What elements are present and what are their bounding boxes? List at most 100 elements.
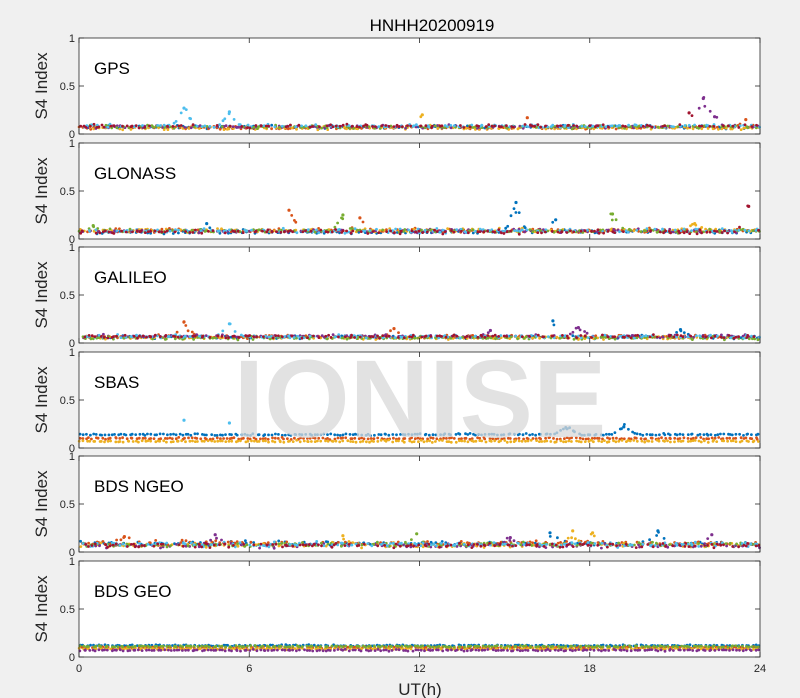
data-point <box>125 124 129 128</box>
data-point <box>349 440 352 443</box>
data-point <box>255 335 258 339</box>
data-point <box>171 125 175 128</box>
data-point <box>668 543 671 546</box>
data-point <box>283 230 286 234</box>
data-point <box>567 543 570 546</box>
peak-point <box>514 200 518 205</box>
data-point <box>187 127 191 130</box>
data-point <box>300 433 304 437</box>
data-point <box>681 335 685 339</box>
data-point <box>325 337 329 341</box>
data-point <box>756 432 760 436</box>
y-tick-label: 1 <box>69 451 75 463</box>
data-point <box>149 432 153 436</box>
data-point <box>484 125 488 128</box>
data-point <box>409 543 413 547</box>
data-point <box>118 544 122 547</box>
data-point <box>368 440 371 444</box>
data-point <box>596 228 600 232</box>
data-point <box>184 539 188 543</box>
data-point <box>152 544 156 548</box>
data-point <box>430 441 434 444</box>
data-point <box>163 230 167 234</box>
data-point <box>264 124 268 128</box>
data-point <box>326 542 330 546</box>
data-point <box>740 439 744 443</box>
data-point <box>252 335 256 338</box>
data-point <box>690 432 694 436</box>
data-point <box>604 336 608 339</box>
data-point <box>653 227 657 231</box>
data-point <box>204 229 208 233</box>
data-point <box>320 544 323 548</box>
data-point <box>78 436 82 440</box>
data-point <box>629 437 633 441</box>
data-point <box>672 335 676 339</box>
data-point <box>135 644 139 647</box>
data-point <box>525 228 529 232</box>
data-point <box>106 545 109 549</box>
data-point <box>632 336 636 340</box>
data-point <box>505 335 509 338</box>
data-point <box>610 218 614 222</box>
data-point <box>746 542 750 545</box>
data-point <box>720 227 724 231</box>
data-point <box>435 334 439 338</box>
data-point <box>381 334 385 337</box>
data-point <box>201 433 204 436</box>
data-point <box>270 127 273 131</box>
data-point <box>240 333 243 337</box>
data-point <box>271 436 274 440</box>
data-point <box>139 229 143 233</box>
data-point <box>615 124 619 128</box>
data-point <box>429 436 433 440</box>
data-point <box>559 124 563 128</box>
data-point <box>329 336 333 339</box>
data-point <box>387 334 391 338</box>
data-point <box>87 541 90 545</box>
data-point <box>713 436 717 440</box>
data-point <box>566 336 570 340</box>
data-point <box>338 434 342 437</box>
data-point <box>558 545 562 549</box>
data-point <box>486 229 489 233</box>
data-point <box>416 227 420 231</box>
data-point <box>552 437 555 440</box>
data-point <box>560 230 564 234</box>
peak-point <box>205 222 209 226</box>
data-point <box>264 439 267 443</box>
data-point <box>572 337 576 341</box>
data-point <box>299 436 302 440</box>
peak-point <box>744 118 748 122</box>
data-point <box>130 432 134 436</box>
data-point <box>310 433 313 437</box>
data-point <box>137 436 141 440</box>
data-point <box>85 432 88 436</box>
data-point <box>138 432 142 436</box>
peak-point <box>687 111 691 115</box>
data-point <box>252 543 256 547</box>
data-point <box>666 439 669 443</box>
data-point <box>545 439 549 443</box>
data-point <box>380 124 384 128</box>
peak-point <box>287 208 291 212</box>
data-point <box>136 336 139 340</box>
data-point <box>232 436 236 440</box>
data-point <box>531 336 535 340</box>
data-point <box>270 433 274 437</box>
data-point <box>722 336 726 339</box>
data-point <box>509 214 513 218</box>
data-point <box>249 434 252 437</box>
data-point <box>259 124 263 128</box>
data-point <box>84 543 88 546</box>
data-point <box>565 436 569 439</box>
data-point <box>666 545 670 549</box>
data-point <box>253 439 256 443</box>
peak-point <box>610 212 615 216</box>
data-point <box>220 538 223 542</box>
data-point <box>663 433 667 437</box>
panel-label: GPS <box>94 59 130 78</box>
data-point <box>100 433 103 437</box>
data-point <box>169 433 173 436</box>
data-point <box>533 541 537 545</box>
